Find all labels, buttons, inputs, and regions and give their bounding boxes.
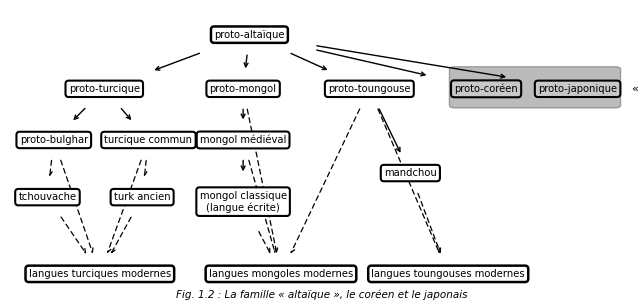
Text: proto-turcique: proto-turcique bbox=[69, 84, 140, 94]
Text: Fig. 1.2 : La famille « altaïque », le coréen et le japonais: Fig. 1.2 : La famille « altaïque », le c… bbox=[176, 290, 468, 300]
Text: tchouvache: tchouvache bbox=[19, 192, 77, 202]
Text: langues turciques modernes: langues turciques modernes bbox=[29, 269, 171, 279]
Text: mandchou: mandchou bbox=[384, 168, 437, 178]
Text: turcique commun: turcique commun bbox=[104, 135, 193, 145]
FancyBboxPatch shape bbox=[450, 67, 621, 108]
Text: proto-toungouse: proto-toungouse bbox=[328, 84, 411, 94]
Text: proto-japonique: proto-japonique bbox=[538, 84, 617, 94]
Text: proto-bulghar: proto-bulghar bbox=[20, 135, 88, 145]
Text: mongol classique
(langue écrite): mongol classique (langue écrite) bbox=[200, 191, 287, 213]
Text: proto-coréen: proto-coréen bbox=[454, 84, 518, 94]
Text: mongol médiéval: mongol médiéval bbox=[200, 135, 287, 145]
Text: turk ancien: turk ancien bbox=[114, 192, 171, 202]
Text: proto-mongol: proto-mongol bbox=[209, 84, 277, 94]
Text: langues mongoles modernes: langues mongoles modernes bbox=[209, 269, 353, 279]
Text: proto-altaïque: proto-altaïque bbox=[214, 30, 285, 40]
Text: «: « bbox=[632, 84, 638, 94]
Text: langues toungouses modernes: langues toungouses modernes bbox=[372, 269, 525, 279]
